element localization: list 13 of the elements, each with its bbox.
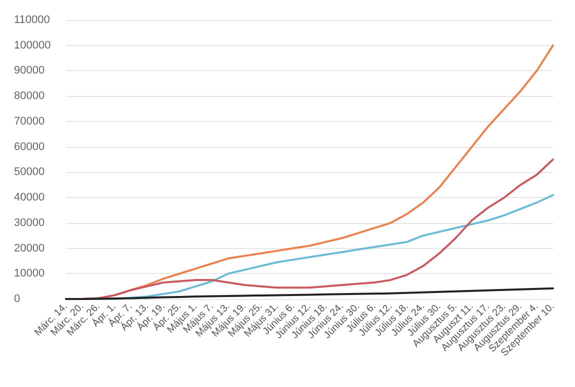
y-tick-label: 10000 [14,268,45,280]
y-tick-label: 50000 [14,166,45,178]
line-series [65,287,554,300]
y-tick-label: 80000 [14,90,45,102]
y-tick-label: 70000 [14,115,45,128]
y-tick-label: 110000 [14,14,50,26]
y-tick-label: 90000 [14,64,45,77]
y-tick-label: 100000 [14,39,51,52]
y-tick-label: 20000 [14,242,45,254]
y-tick-label: 30000 [14,216,45,229]
y-tick-label: 40000 [14,192,45,204]
y-tick-label: 0 [14,293,20,305]
y-tick-label: 60000 [14,140,45,153]
